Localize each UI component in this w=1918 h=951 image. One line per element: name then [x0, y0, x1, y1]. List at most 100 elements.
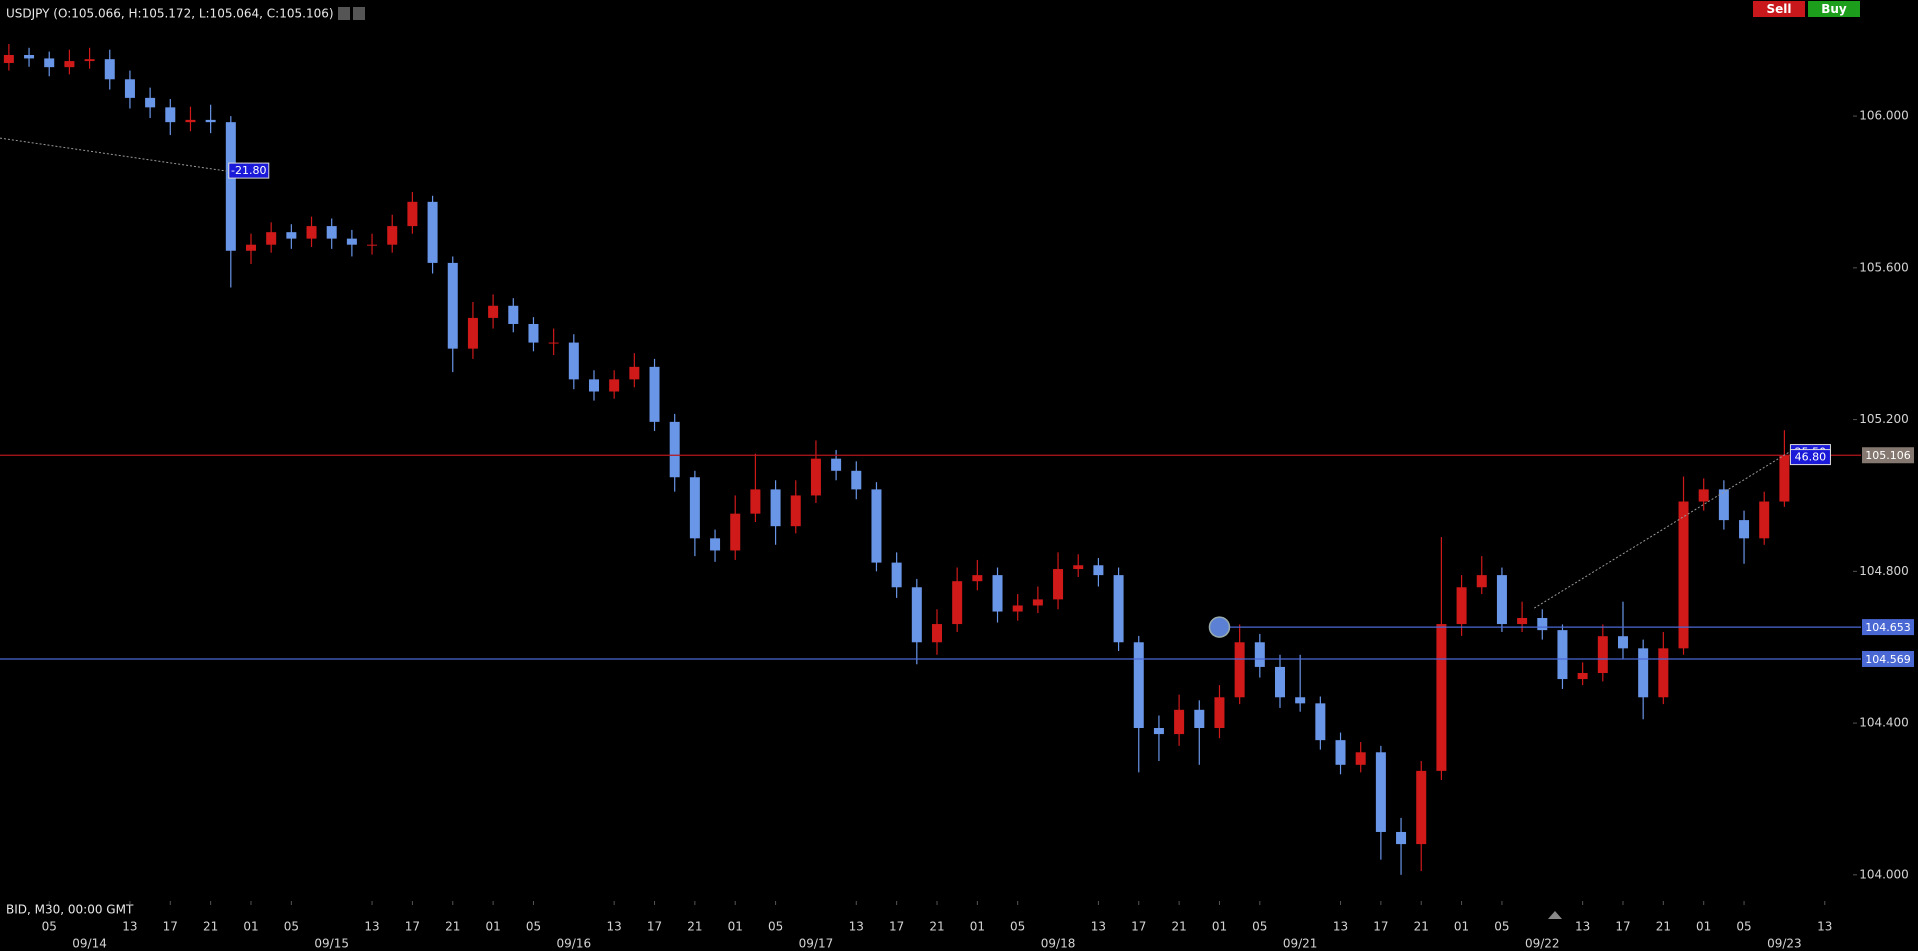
candle-body	[1517, 617, 1528, 625]
trend-label-box	[1789, 449, 1831, 466]
candle-body	[1496, 575, 1507, 625]
candle-body	[1053, 569, 1064, 600]
x-tick-label: 05	[1494, 920, 1509, 934]
x-tick-label: 17	[1373, 920, 1388, 934]
candle-body	[952, 581, 963, 625]
date-label: 09/22	[1525, 937, 1560, 951]
candle-body	[810, 458, 821, 496]
trend-label: 46.80	[1795, 451, 1827, 464]
candle-body	[1436, 624, 1447, 771]
buy-button[interactable]: Buy	[1808, 1, 1860, 17]
candle-body	[286, 232, 297, 239]
price-label-box	[1862, 447, 1914, 464]
price-label-box	[1862, 619, 1914, 636]
candle-body	[750, 489, 761, 514]
y-tick-label: 104.000	[1859, 867, 1909, 881]
candle-body	[488, 305, 499, 318]
candle-body	[1234, 642, 1245, 698]
x-tick-label: 13	[1817, 920, 1832, 934]
footer-info: BID, M30, 00:00 GMT	[6, 903, 134, 917]
candle-body	[528, 323, 539, 343]
x-tick-label: 13	[122, 920, 137, 934]
x-tick-label: 21	[1171, 920, 1186, 934]
candle-body	[851, 470, 862, 490]
x-tick-label: 21	[687, 920, 702, 934]
candle-body	[1254, 642, 1265, 667]
candle-body	[1396, 831, 1407, 845]
settings-icon[interactable]	[338, 7, 350, 20]
candle-body	[64, 61, 75, 68]
candle-body	[1476, 575, 1487, 588]
close-icon[interactable]	[353, 7, 365, 20]
y-tick-label: 104.400	[1859, 716, 1909, 730]
price-label: 104.569	[1865, 653, 1911, 666]
candle-body	[205, 119, 216, 123]
candle-body	[1456, 587, 1467, 625]
candle-body	[1617, 636, 1628, 649]
x-tick-label: 17	[163, 920, 178, 934]
candle-body	[1718, 489, 1729, 521]
y-tick-label: 106.000	[1859, 109, 1909, 123]
candle-body	[1739, 520, 1750, 539]
x-tick-label: 01	[970, 920, 985, 934]
x-tick-label: 05	[526, 920, 541, 934]
candle-body	[165, 107, 176, 123]
candle-body	[104, 59, 115, 80]
x-tick-label: 13	[1091, 920, 1106, 934]
candle-body	[931, 624, 942, 643]
candle-body	[24, 55, 35, 59]
candle-body	[609, 379, 620, 392]
date-label: 09/17	[799, 937, 834, 951]
candle-body	[1759, 501, 1770, 539]
candle-body	[770, 489, 781, 527]
candle-body	[831, 458, 842, 471]
candle-body	[1274, 666, 1285, 698]
candle-body	[568, 342, 579, 380]
candle-body	[1658, 648, 1669, 698]
sell-button[interactable]: Sell	[1753, 1, 1805, 17]
candle-body	[972, 575, 983, 582]
candle-body	[1537, 617, 1548, 631]
x-tick-label: 21	[929, 920, 944, 934]
candle-body	[669, 421, 680, 478]
price-label: 105.106	[1865, 449, 1911, 462]
price-label-box	[1862, 650, 1914, 667]
candle-body	[1375, 752, 1386, 832]
x-tick-label: 01	[1454, 920, 1469, 934]
x-tick-label: 21	[1414, 920, 1429, 934]
x-tick-label: 01	[1696, 920, 1711, 934]
candle-body	[145, 97, 156, 108]
candle-body	[1577, 672, 1588, 680]
candle-body	[1214, 697, 1225, 729]
x-tick-label: 21	[445, 920, 460, 934]
candle-body	[1295, 697, 1306, 704]
candle-body	[1194, 709, 1205, 729]
date-label: 09/15	[314, 937, 349, 951]
candle-body	[326, 226, 337, 239]
candle-body	[689, 477, 700, 539]
x-tick-label: 05	[1736, 920, 1751, 934]
candle-body	[1779, 455, 1790, 502]
x-tick-label: 13	[1333, 920, 1348, 934]
trend-label: -21.80	[231, 164, 266, 177]
candle-body	[467, 317, 478, 349]
candle-body	[1638, 648, 1649, 698]
x-tick-label: 21	[1656, 920, 1671, 934]
candle-body	[387, 226, 398, 245]
candle-body	[3, 55, 14, 63]
x-tick-label: 17	[1615, 920, 1630, 934]
candle-body	[548, 342, 559, 344]
x-tick-label: 05	[42, 920, 57, 934]
candle-body	[346, 238, 357, 245]
trend-line	[0, 137, 227, 172]
candle-body	[1153, 728, 1164, 735]
candle-body	[1557, 630, 1568, 680]
candle-body	[992, 575, 1003, 612]
x-tick-label: 05	[284, 920, 299, 934]
date-label: 09/23	[1767, 937, 1802, 951]
x-tick-label: 13	[607, 920, 622, 934]
candle-body	[1355, 752, 1366, 765]
x-tick-label: 05	[1252, 920, 1267, 934]
x-tick-label: 05	[1010, 920, 1025, 934]
